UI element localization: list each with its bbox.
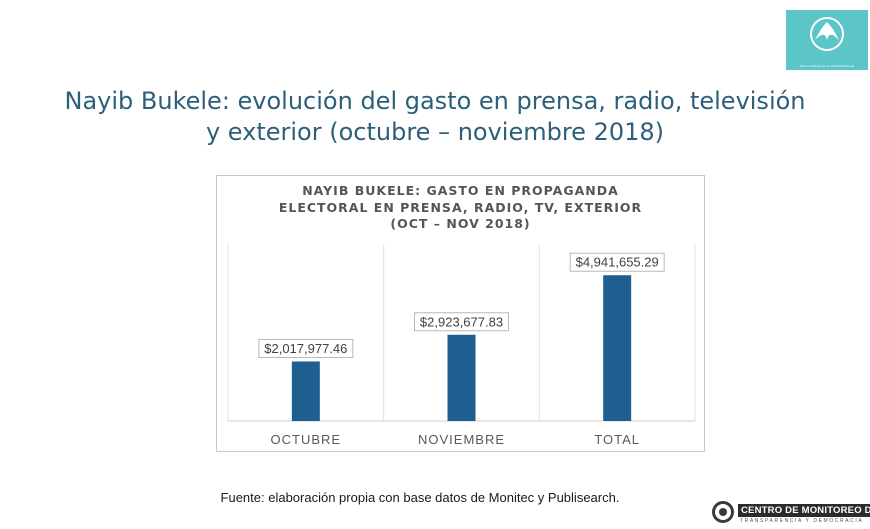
data-label-box bbox=[569, 252, 665, 272]
data-label: $2,017,977.46 bbox=[264, 341, 347, 356]
data-label: $2,923,677.83 bbox=[420, 314, 503, 329]
chart-title-line-3: (OCT – NOV 2018) bbox=[390, 216, 531, 231]
swallow-icon bbox=[810, 17, 844, 51]
chart-title-line-2: ELECTORAL EN PRENSA, RADIO, TV, EXTERIOR bbox=[278, 199, 643, 215]
source-note: Fuente: elaboración propia con base dato… bbox=[220, 490, 620, 505]
bar-total bbox=[603, 275, 632, 421]
org-tagline: TRANSPARENCIA Y DEMOCRACIA bbox=[740, 518, 864, 524]
data-label: $4,941,655.29 bbox=[576, 255, 659, 270]
chart-title: NAYIB BUKELE: GASTO EN PROPAGANDA ELECTO… bbox=[216, 183, 705, 233]
monitoring-center-logo: CENTRO DE MONITOREO DE TRANSPARENCIA Y D… bbox=[712, 501, 870, 527]
org-name: CENTRO DE MONITOREO DE bbox=[738, 504, 870, 517]
bar-noviembre bbox=[447, 334, 476, 421]
x-tick-label: OCTUBRE bbox=[271, 432, 342, 447]
x-tick-label: NOVIEMBRE bbox=[418, 432, 505, 447]
x-tick-label: TOTAL bbox=[594, 432, 640, 447]
page-title-line-1: Nayib Bukele: evolución del gasto en pre… bbox=[64, 87, 806, 115]
logo-caption: Somos Alianza por la Unidad Nacional bbox=[799, 64, 855, 68]
page-title-line-2: y exterior (octubre – noviembre 2018) bbox=[205, 118, 665, 146]
target-icon bbox=[712, 501, 734, 523]
bar-octubre bbox=[291, 361, 320, 421]
data-label-box bbox=[414, 312, 509, 332]
party-logo: Somos Alianza por la Unidad Nacional bbox=[786, 10, 868, 70]
data-label-box bbox=[258, 338, 354, 358]
chart-title-line-1: NAYIB BUKELE: GASTO EN PROPAGANDA bbox=[302, 183, 619, 198]
page-title: Nayib Bukele: evolución del gasto en pre… bbox=[20, 86, 850, 148]
